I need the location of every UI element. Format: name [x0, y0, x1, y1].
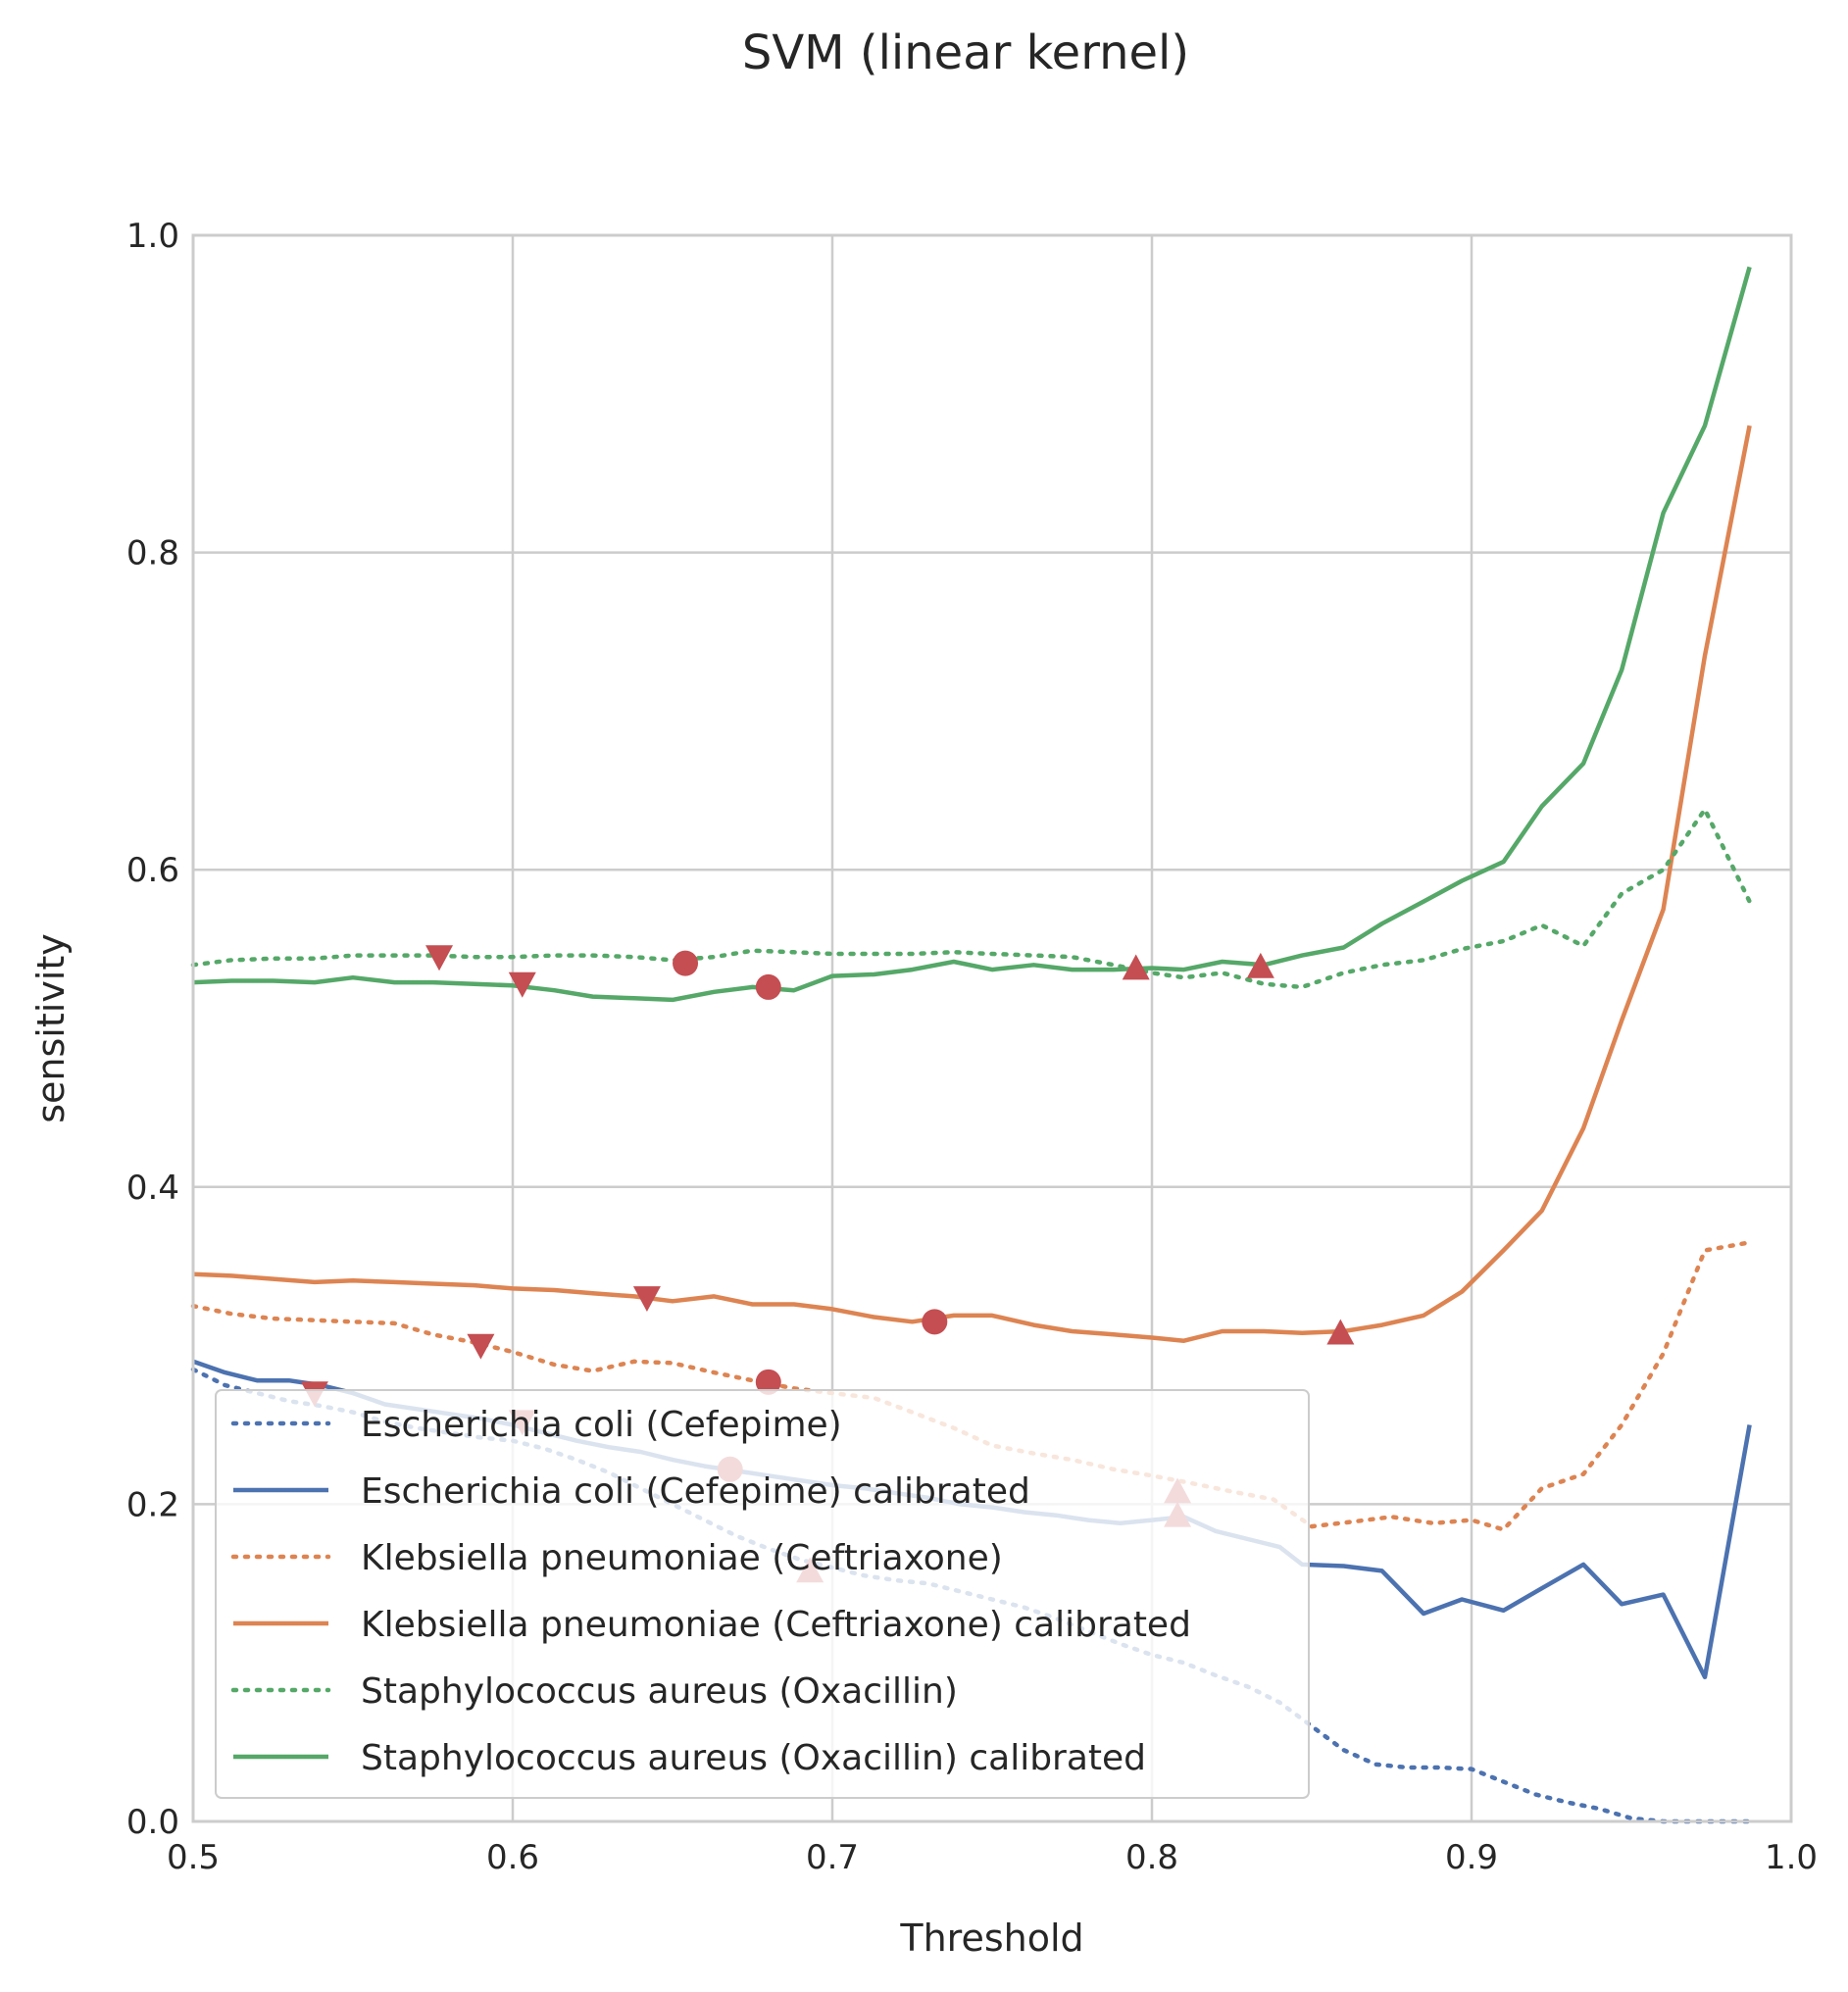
legend-label: Klebsiella pneumoniae (Ceftriaxone) cali…: [361, 1605, 1191, 1645]
series-line: [192, 266, 1752, 1003]
y-tick-label: 0.8: [126, 534, 179, 573]
legend-label: Staphylococcus aureus (Oxacillin): [361, 1671, 958, 1712]
legend-box: [215, 1389, 1310, 1799]
series-line: [192, 424, 1752, 1343]
legend-label: Klebsiella pneumoniae (Ceftriaxone): [361, 1538, 1003, 1578]
marker-triangle-up: [1246, 952, 1274, 978]
marker-triangle-up: [1122, 954, 1150, 980]
x-tick-label: 0.7: [806, 1838, 859, 1877]
chart-title: SVM (linear kernel): [742, 25, 1189, 80]
y-axis-label: sensitivity: [29, 933, 73, 1123]
y-tick-label: 0.2: [126, 1485, 179, 1524]
marker-circle: [755, 1369, 781, 1395]
x-tick-label: 1.0: [1765, 1838, 1818, 1877]
legend-label: Escherichia coli (Cefepime) calibrated: [361, 1471, 1030, 1512]
y-tick-label: 0.0: [126, 1803, 179, 1842]
marker-circle: [673, 950, 699, 976]
legend: Escherichia coli (Cefepime) Escherichia c…: [215, 1389, 1310, 1799]
y-tick-label: 1.0: [126, 217, 179, 256]
marker-triangle-down: [632, 1286, 661, 1313]
marker-triangle-down: [425, 945, 454, 971]
legend-label: Escherichia coli (Cefepime): [361, 1405, 842, 1445]
x-tick-label: 0.9: [1445, 1838, 1498, 1877]
x-tick-label: 0.6: [486, 1838, 539, 1877]
x-tick-label: 0.5: [167, 1838, 220, 1877]
legend-label: Staphylococcus aureus (Oxacillin) calibr…: [361, 1738, 1146, 1778]
marker-triangle-up: [1326, 1319, 1355, 1345]
x-tick-label: 0.8: [1125, 1838, 1178, 1877]
series-line: [190, 807, 1752, 990]
y-axis-ticks: 0.0 0.2 0.4 0.6 0.8 1.0: [126, 217, 179, 1842]
y-tick-label: 0.6: [126, 851, 179, 890]
x-axis-label: Threshold: [899, 1917, 1083, 1960]
marker-circle: [922, 1309, 948, 1335]
plot-frame: [191, 233, 1793, 1823]
x-axis-ticks: 0.5 0.6 0.7 0.8 0.9 1.0: [167, 1838, 1818, 1877]
y-tick-label: 0.4: [126, 1169, 179, 1208]
marker-triangle-down: [508, 971, 536, 998]
marker-triangle-down: [467, 1333, 495, 1360]
marker-circle: [755, 973, 781, 1000]
